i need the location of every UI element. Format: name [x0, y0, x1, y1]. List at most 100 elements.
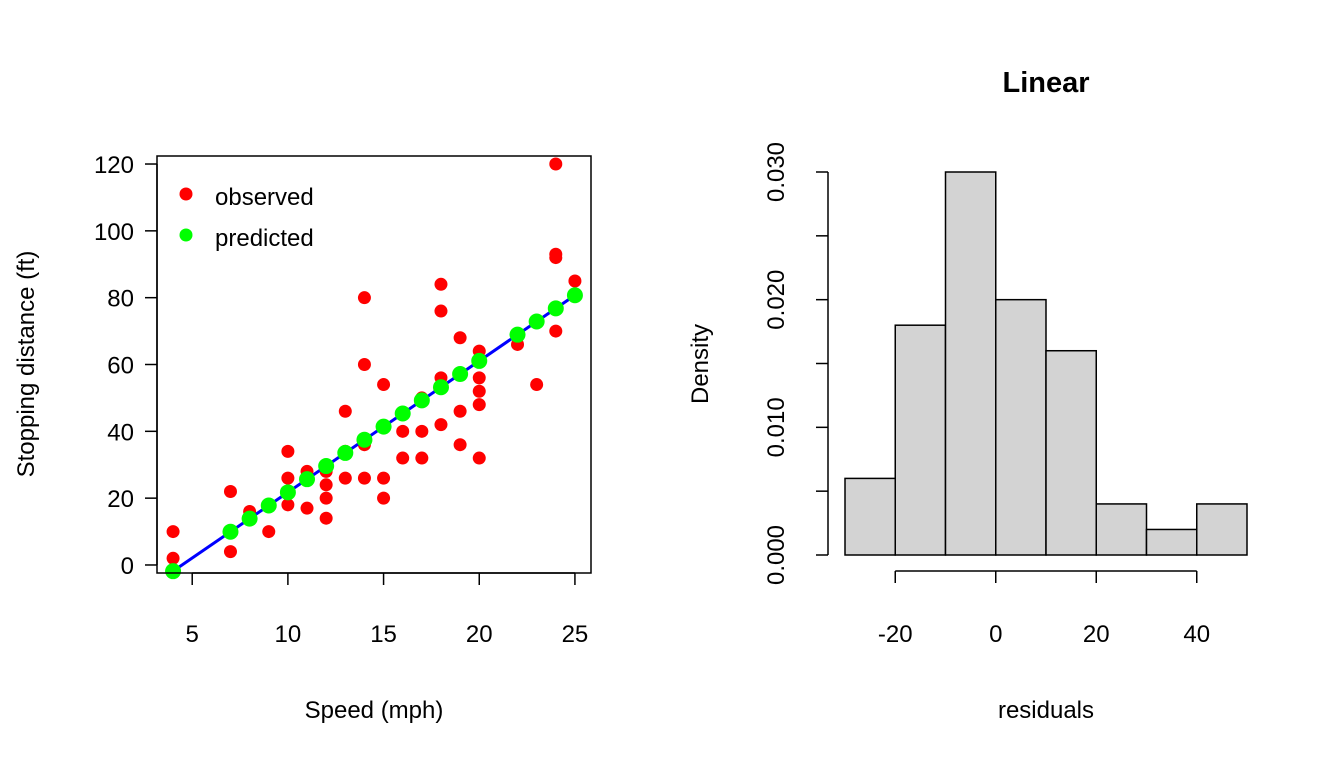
histogram-bar [944, 171, 997, 556]
predicted-point [547, 300, 564, 317]
observed-point [281, 444, 295, 458]
scatter-x-tick-label: 25 [562, 621, 589, 648]
legend-predicted-marker [179, 228, 193, 242]
observed-point [472, 371, 486, 385]
predicted-point [165, 563, 182, 580]
observed-point [434, 277, 448, 291]
scatter-x-tick-label: 20 [466, 621, 493, 648]
histogram-y-tick-label: 0.000 [763, 525, 790, 585]
predicted-point [471, 352, 488, 369]
predicted-point [222, 523, 239, 540]
predicted-point [337, 444, 354, 461]
histogram-bar [894, 324, 947, 556]
scatter-x-tick-label: 10 [275, 621, 302, 648]
histogram-x-tick-label: 20 [1083, 621, 1110, 648]
observed-point [472, 451, 486, 465]
scatter-plot-area [165, 157, 583, 580]
scatter-y-tick-label: 120 [94, 152, 134, 179]
observed-point [472, 398, 486, 412]
observed-point [262, 525, 276, 539]
histogram-x-tick-label: 0 [989, 621, 1002, 648]
observed-point [453, 404, 467, 418]
scatter-y-axis-title: Stopping distance (ft) [13, 251, 40, 478]
scatter-y-tick-label: 20 [107, 486, 134, 513]
predicted-point [509, 326, 526, 343]
scatter-y-axis: 0 20 40 60 80 100 120 [94, 152, 158, 580]
histogram-y-tick-label: 0.010 [763, 397, 790, 457]
histogram-bar [1196, 503, 1248, 556]
histogram-bar [1095, 503, 1148, 556]
observed-point [453, 331, 467, 345]
scatter-plot-frame [156, 155, 592, 574]
scatter-x-axis-title: Speed (mph) [305, 697, 444, 724]
histogram-y-axis: 0.000 0.010 0.020 0.030 [763, 142, 829, 585]
observed-point [377, 471, 391, 485]
histogram-y-tick-label: 0.030 [763, 142, 790, 202]
histogram-bar [844, 477, 896, 556]
histogram-bar [1045, 349, 1097, 556]
scatter-x-axis: 5 10 15 20 25 [186, 572, 589, 648]
predicted-point [279, 484, 296, 501]
observed-point [549, 324, 563, 338]
regression-line [172, 293, 576, 573]
observed-point [415, 451, 429, 465]
histogram-y-axis-title: Density [687, 324, 714, 404]
scatter-y-tick-label: 0 [121, 553, 134, 580]
scatter-y-tick-label: 40 [107, 419, 134, 446]
observed-point [319, 478, 333, 492]
observed-point [166, 551, 180, 565]
observed-point [281, 471, 295, 485]
predicted-point [413, 392, 430, 409]
scatter-legend: observed predicted [179, 184, 314, 252]
scatter-x-tick-label: 5 [186, 621, 199, 648]
observed-point [377, 378, 391, 392]
observed-point [357, 358, 371, 371]
predicted-point [318, 458, 335, 475]
scatter-y-tick-label: 80 [107, 286, 134, 313]
observed-point [434, 304, 448, 318]
histogram-bar [1145, 528, 1198, 556]
observed-point [357, 291, 371, 305]
observed-point [396, 424, 410, 438]
observed-point [281, 498, 295, 512]
legend-observed-marker [179, 187, 193, 201]
observed-point [319, 511, 333, 525]
histogram-x-tick-label: 40 [1183, 621, 1210, 648]
predicted-point [260, 497, 277, 514]
predicted-point [566, 287, 583, 304]
observed-point [472, 384, 486, 398]
predicted-point [528, 313, 545, 330]
observed-point [357, 471, 371, 485]
histogram-title: Linear [1002, 67, 1089, 99]
observed-point [338, 404, 352, 418]
predicted-point [356, 431, 373, 448]
predicted-point [452, 366, 469, 383]
histogram-x-axis: -20 0 20 40 [878, 570, 1210, 648]
histogram-x-tick-label: -20 [878, 621, 913, 648]
scatter-x-tick-label: 15 [370, 621, 397, 648]
observed-point [223, 545, 237, 559]
observed-point [319, 491, 333, 505]
predicted-point [241, 510, 258, 527]
observed-point [530, 378, 544, 392]
scatter-y-tick-label: 60 [107, 353, 134, 380]
observed-point [166, 525, 180, 539]
histogram-bars [844, 171, 1248, 556]
predicted-point [394, 405, 411, 422]
observed-point [377, 491, 391, 505]
observed-point [453, 438, 467, 452]
observed-point [415, 424, 429, 438]
scatter-y-tick-label: 100 [94, 219, 134, 246]
predicted-point [432, 379, 449, 396]
legend-observed-label: observed [215, 184, 314, 211]
observed-point [300, 501, 314, 515]
observed-point [568, 274, 582, 288]
histogram-y-tick-label: 0.020 [763, 270, 790, 330]
observed-point [549, 247, 563, 261]
histogram-panel: Linear -20 0 20 40 0.000 0.010 0.020 0.030 res… [687, 67, 1248, 724]
histogram-x-axis-title: residuals [998, 697, 1094, 724]
legend-predicted-label: predicted [215, 225, 314, 252]
predicted-point [299, 471, 316, 488]
observed-point [396, 451, 410, 465]
